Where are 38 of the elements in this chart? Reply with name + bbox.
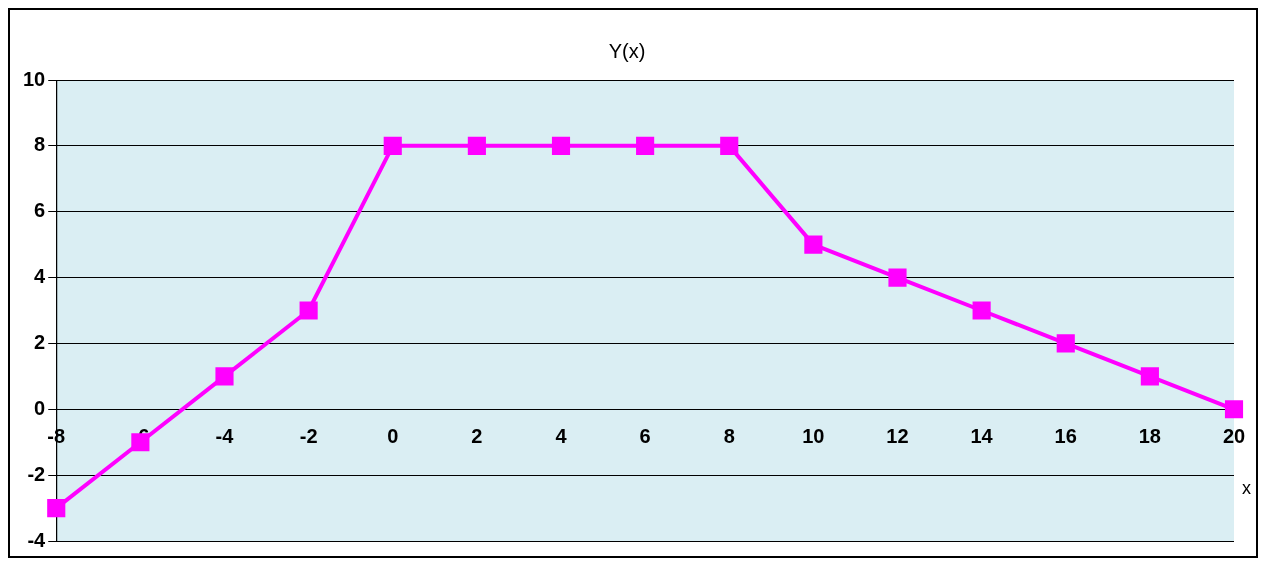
x-tick-label: 16: [1054, 424, 1077, 447]
x-tick-label: 2: [471, 424, 483, 447]
point: [636, 136, 655, 155]
y-tick-label: 0: [34, 396, 46, 419]
x-tick-label: 4: [555, 424, 568, 447]
point: [47, 499, 66, 518]
y-tick-label: -4: [27, 528, 47, 551]
y-tick-label: 6: [34, 199, 46, 222]
point: [972, 301, 991, 320]
point: [383, 136, 402, 155]
y-tick-label: 10: [23, 67, 46, 90]
x-tick-label: 6: [639, 424, 651, 447]
point: [888, 268, 907, 287]
x-tick-label: 18: [1138, 424, 1161, 447]
x-tick-label: 8: [723, 424, 735, 447]
point: [131, 433, 150, 452]
x-tick-label: -4: [215, 424, 235, 447]
point: [215, 367, 234, 386]
point: [720, 136, 739, 155]
x-tick-label: 10: [802, 424, 825, 447]
point: [1140, 367, 1159, 386]
point: [1056, 334, 1075, 353]
x-tick-label: 12: [886, 424, 909, 447]
point: [551, 136, 571, 155]
point: [804, 235, 823, 254]
x-tick-label: 20: [1222, 424, 1246, 447]
y-tick-label: 2: [34, 330, 46, 353]
y-tick-label: 8: [34, 133, 46, 156]
x-tick-label: 0: [387, 424, 399, 447]
x-tick-label: 14: [970, 424, 994, 447]
y-tick-label: 4: [34, 265, 47, 288]
y-tick-label: -2: [27, 462, 46, 485]
chart-title: Y(x): [608, 39, 646, 62]
x-tick-label: -2: [299, 424, 318, 447]
x-axis-title: x: [1242, 478, 1251, 499]
point: [467, 136, 486, 155]
point: [299, 301, 318, 320]
point: [1224, 400, 1244, 419]
